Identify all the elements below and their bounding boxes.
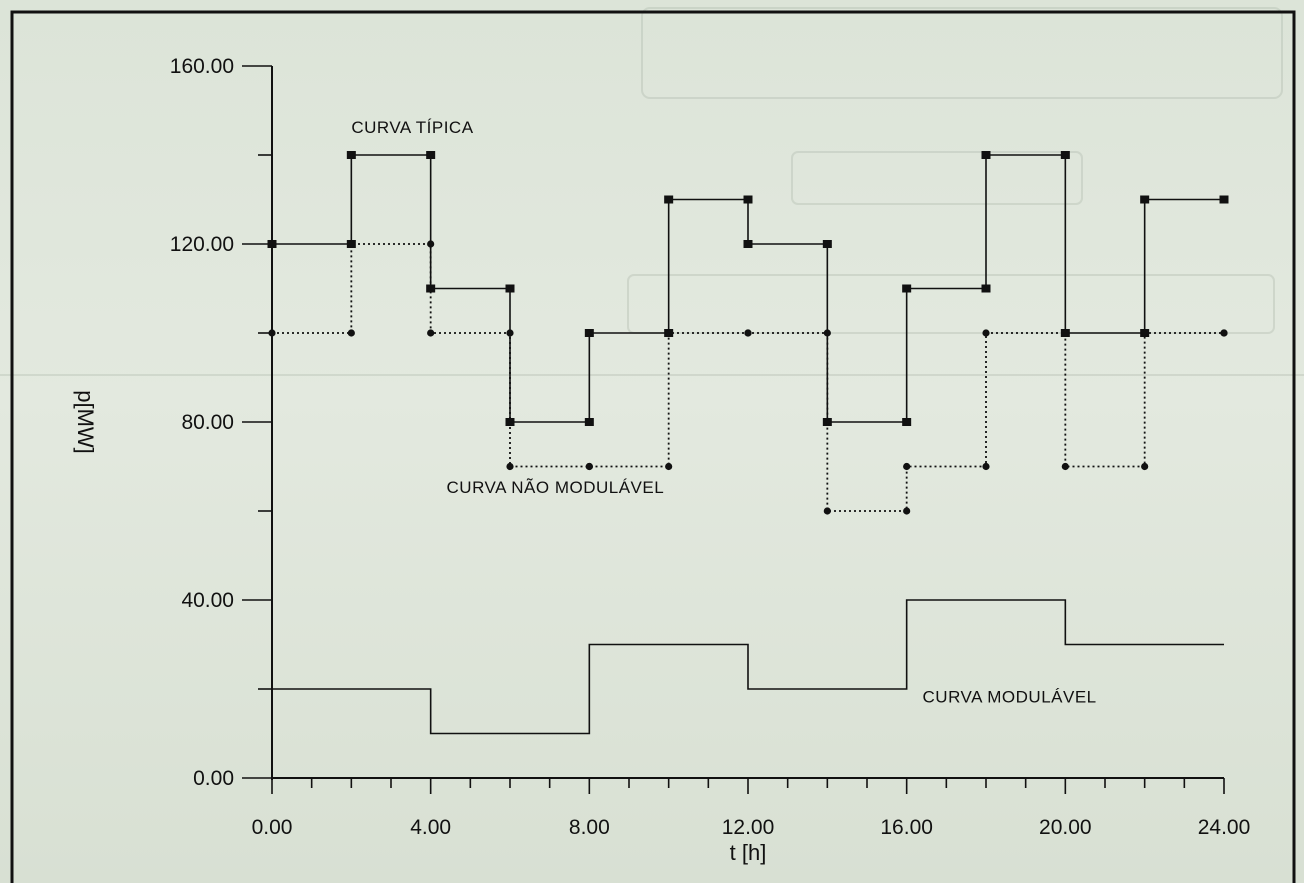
round-marker [744, 329, 752, 337]
square-marker [584, 329, 594, 337]
round-marker [427, 240, 435, 248]
square-marker [981, 151, 991, 159]
square-marker [664, 195, 674, 204]
square-marker [1060, 151, 1070, 159]
x-tick-label: 24.00 [1198, 816, 1251, 839]
round-marker [506, 329, 514, 337]
series-line [272, 154, 1224, 423]
x-tick-label: 12.00 [722, 816, 775, 839]
y-tick-label: 40.00 [181, 589, 234, 612]
round-marker [823, 507, 831, 515]
square-marker [902, 284, 912, 293]
x-tick-label: 0.00 [252, 816, 293, 839]
round-marker [665, 462, 673, 471]
x-tick-label: 20.00 [1039, 816, 1092, 839]
round-marker [1061, 462, 1069, 471]
y-tick-label: 120.00 [170, 233, 234, 256]
series-line [272, 599, 1224, 735]
square-marker [584, 418, 594, 426]
round-marker [1141, 462, 1149, 471]
square-marker [1140, 195, 1150, 204]
y-tick-label: 0.00 [193, 767, 234, 790]
square-marker [822, 418, 832, 426]
series-layer [267, 151, 1229, 735]
round-marker [1141, 329, 1149, 337]
series-0 [267, 151, 1229, 426]
square-marker [822, 240, 832, 248]
round-marker [982, 329, 990, 337]
round-marker [823, 329, 831, 337]
round-marker [347, 240, 355, 248]
round-marker [427, 329, 435, 337]
square-marker [426, 284, 436, 293]
round-marker [982, 462, 990, 471]
square-marker [981, 284, 991, 293]
series-2 [272, 599, 1224, 735]
x-tick-label: 16.00 [880, 816, 933, 839]
x-axis-title: t [h] [730, 840, 767, 865]
round-marker [903, 462, 911, 471]
round-marker [903, 507, 911, 515]
y-tick-label: 160.00 [170, 55, 234, 78]
series-annotation: CURVA TÍPICA [351, 118, 473, 137]
square-marker [1219, 195, 1229, 204]
axes: 0.00 40.00 80.00 120.00 160.00 0.00 4.00 8.00 12… [73, 55, 1250, 865]
round-marker [1061, 329, 1069, 337]
round-marker [506, 462, 514, 471]
labels-layer: CURVA TÍPICA CURVA NÃO MODULÁVEL CURVA MOD… [351, 118, 1096, 707]
series-line [272, 243, 1224, 512]
series-annotation: CURVA MODULÁVEL [923, 687, 1097, 706]
round-marker [1220, 329, 1228, 337]
round-marker [585, 462, 593, 471]
square-marker [267, 240, 277, 248]
square-marker [743, 195, 753, 204]
x-tick-label: 4.00 [410, 816, 451, 839]
x-tick-label: 8.00 [569, 816, 610, 839]
square-marker [426, 151, 436, 159]
square-marker [505, 284, 515, 293]
series-annotation: CURVA NÃO MODULÁVEL [447, 478, 665, 497]
square-marker [346, 151, 356, 159]
square-marker [743, 240, 753, 248]
round-marker [268, 329, 276, 337]
chart-frame [10, 10, 1296, 883]
round-marker [665, 329, 673, 337]
y-axis-title: p[MW] [73, 390, 98, 454]
round-marker [347, 329, 355, 337]
y-tick-label: 80.00 [181, 411, 234, 434]
square-marker [902, 418, 912, 426]
bleed-through-background [0, 7, 1304, 376]
series-1 [268, 240, 1228, 515]
